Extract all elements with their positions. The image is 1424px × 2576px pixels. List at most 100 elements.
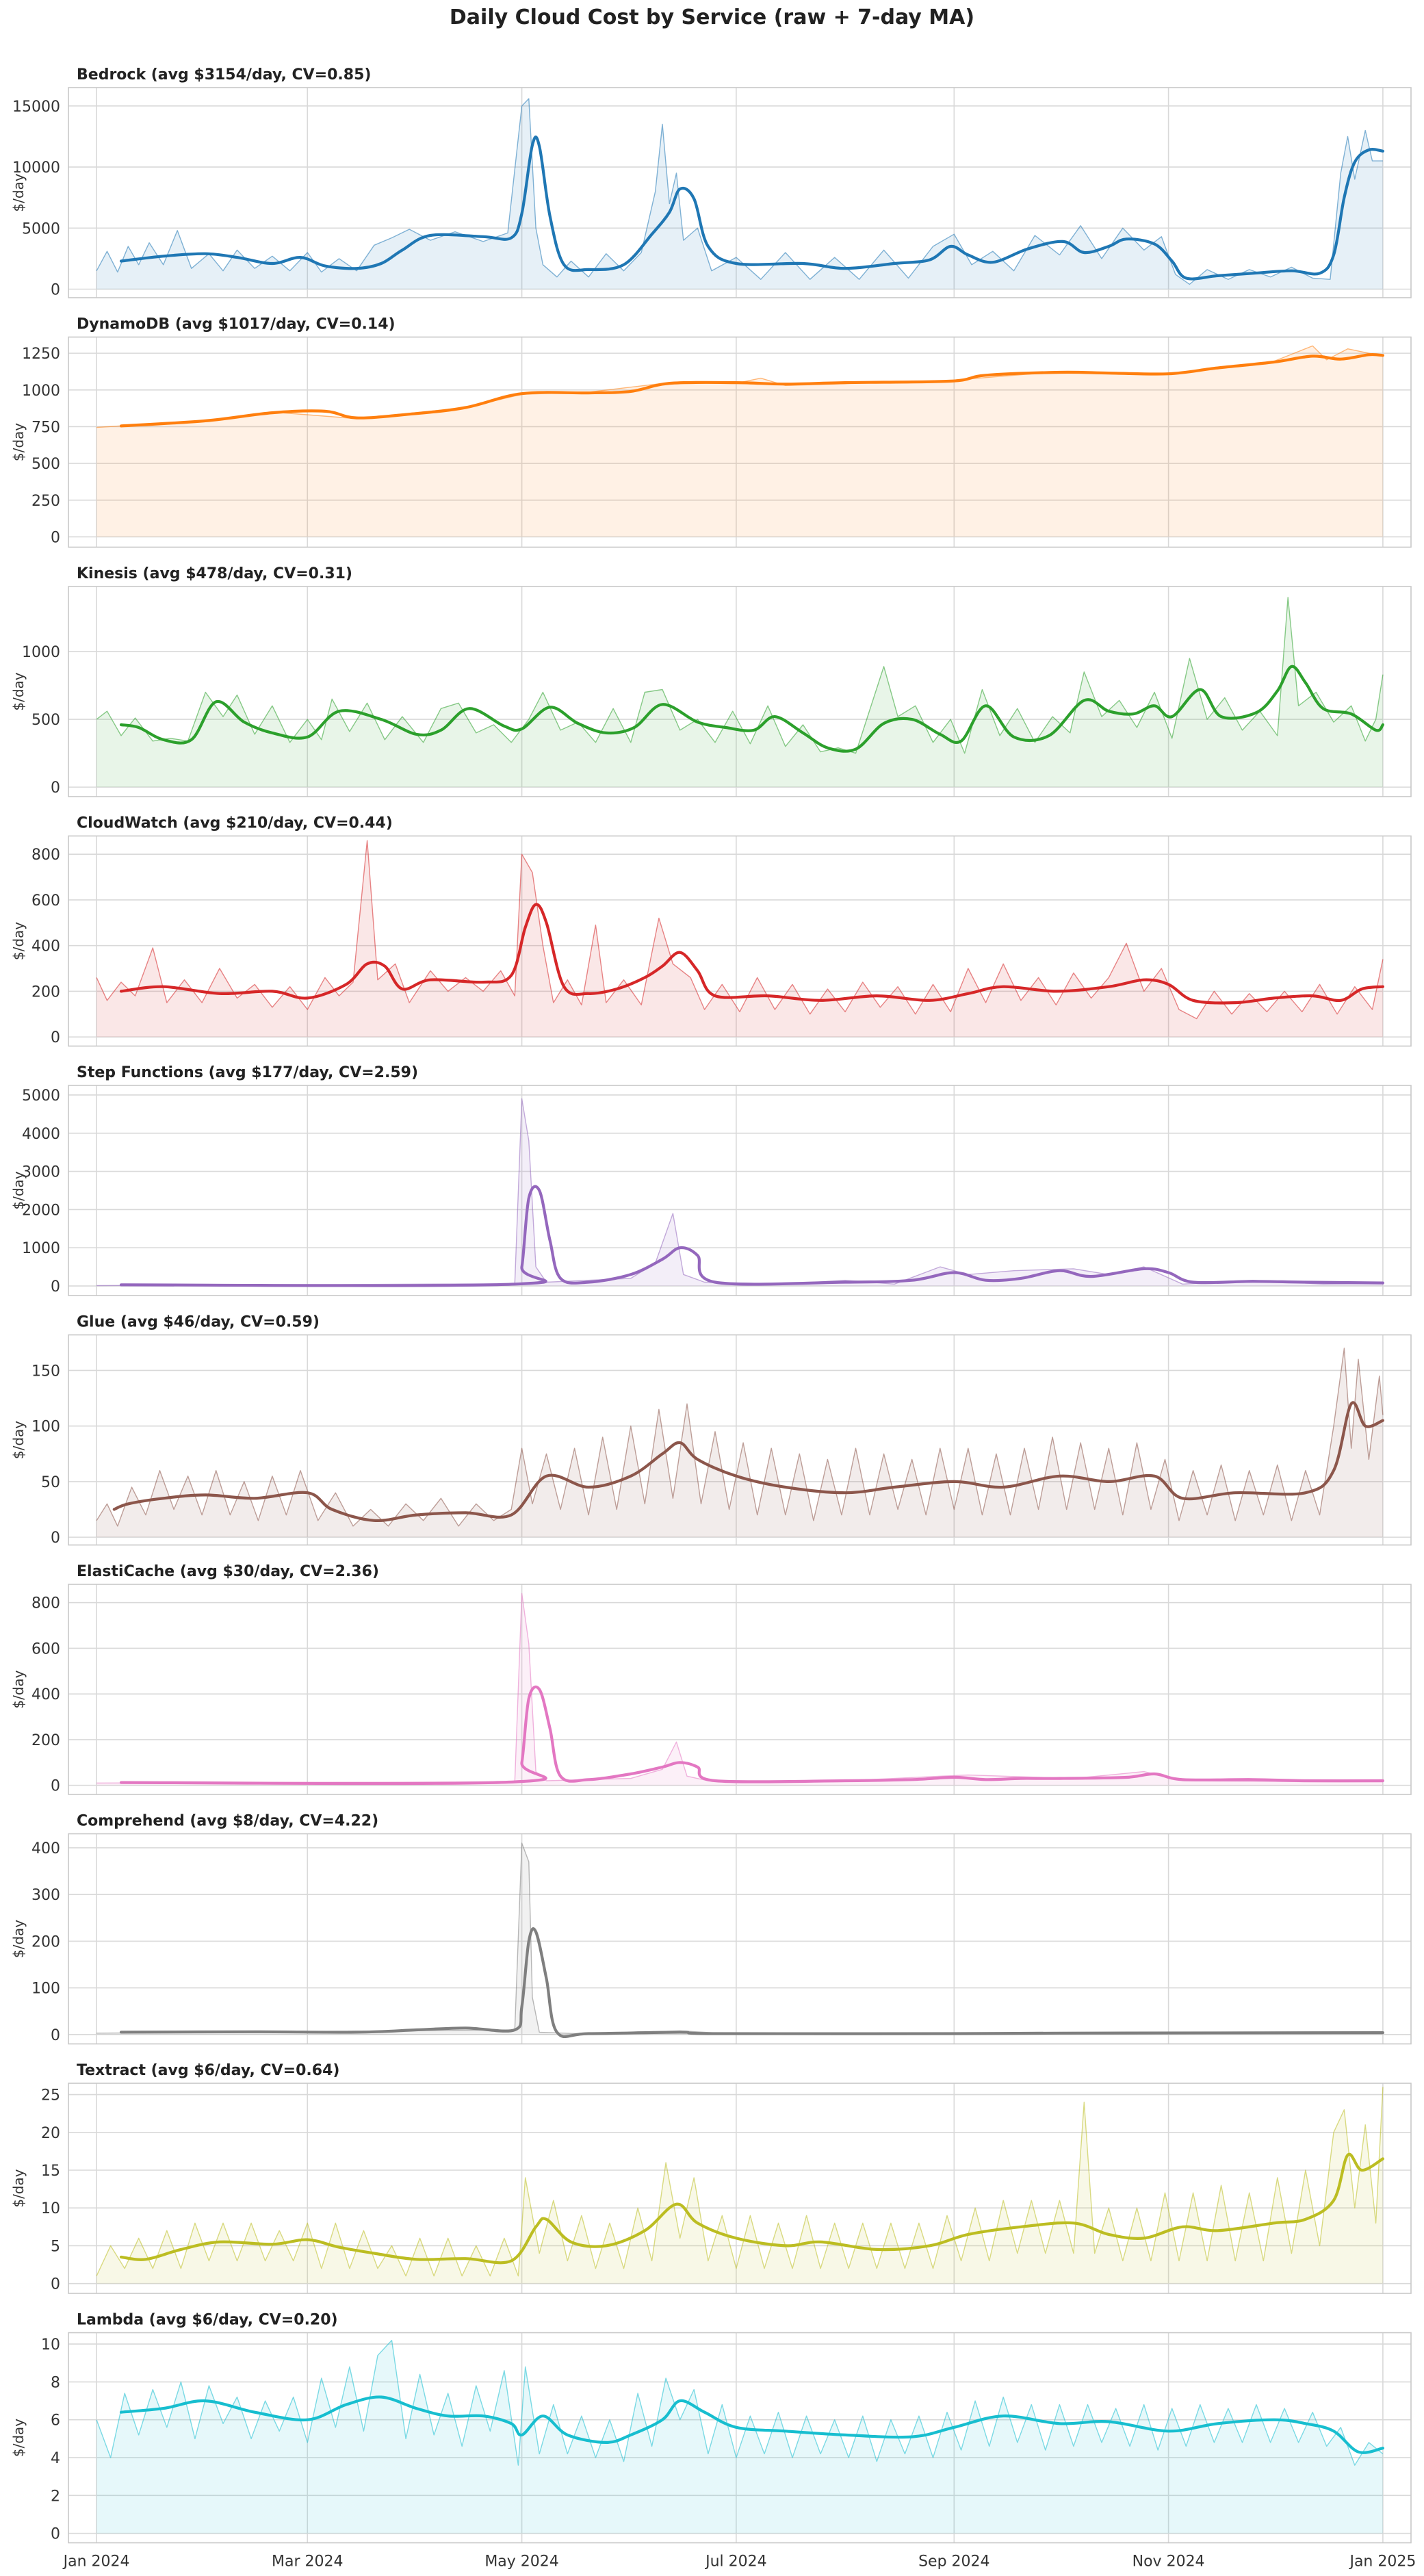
plot-background <box>68 1833 1411 2044</box>
y-tick-label: 0 <box>51 2526 60 2543</box>
y-tick-label: 6 <box>51 2412 60 2430</box>
y-axis-label: $/day <box>10 922 27 960</box>
y-tick-label: 1000 <box>22 1240 60 1257</box>
raw-series-line <box>96 98 1383 285</box>
y-tick-label: 750 <box>31 419 60 436</box>
y-tick-label: 0 <box>51 1778 60 1795</box>
y-tick-label: 600 <box>31 1640 60 1658</box>
area-fill <box>96 2340 1383 2534</box>
panel-1: 0 5000 10000 15000 Bedrock (avg $3154/day, C… <box>10 66 1412 299</box>
moving-average-line <box>119 352 1384 428</box>
plot-frame <box>68 2083 1412 2294</box>
area-fill <box>96 1348 1383 1538</box>
area-fill <box>96 346 1383 537</box>
y-tick-label: 600 <box>31 892 60 910</box>
plot-frame <box>68 87 1412 298</box>
raw-series-line <box>96 1348 1384 1527</box>
x-tick-label: Nov 2024 <box>1132 2553 1205 2571</box>
y-tick-label: 0 <box>51 2276 60 2293</box>
y-tick-label: 2 <box>51 2488 60 2505</box>
plot-background <box>68 587 1411 797</box>
panel-title: Kinesis (avg $478/day, CV=0.31) <box>77 565 352 582</box>
y-axis-label: $/day <box>10 423 27 461</box>
y-axis-label: $/day <box>10 1171 27 1209</box>
figure-title: Daily Cloud Cost by Service (raw + 7-day… <box>449 5 975 29</box>
y-tick-label: 5000 <box>22 1087 60 1105</box>
area-fill <box>96 597 1383 788</box>
y-axis-label: $/day <box>10 1421 27 1459</box>
y-tick-label: 800 <box>31 1595 60 1612</box>
y-tick-label: 0 <box>51 1029 60 1046</box>
y-tick-label: 25 <box>41 2087 60 2104</box>
y-tick-label: 200 <box>31 1732 60 1749</box>
plot-frame <box>68 1085 1412 1296</box>
panel-title: Textract (avg $6/day, CV=0.64) <box>77 2062 339 2079</box>
moving-average-line <box>119 136 1384 281</box>
y-tick-label: 0 <box>51 1278 60 1296</box>
raw-series-line <box>96 597 1384 754</box>
panel-title: Step Functions (avg $177/day, CV=2.59) <box>77 1064 418 1081</box>
plot-frame <box>68 1833 1412 2045</box>
panel-4: 0 200 400 600 800 CloudWatch (avg $210/day, C… <box>10 815 1412 1047</box>
moving-average-line <box>119 665 1384 753</box>
moving-average-line <box>119 2152 1384 2265</box>
plot-frame <box>68 835 1412 1047</box>
area-fill <box>96 99 1383 289</box>
panel-3: 0 500 1000 Kinesis (avg $478/day, CV=0.31) $… <box>10 565 1412 797</box>
moving-average-line <box>119 1927 1384 2039</box>
y-tick-label: 10000 <box>12 159 60 177</box>
raw-series-line <box>96 2087 1384 2277</box>
y-tick-label: 50 <box>41 1474 60 1491</box>
panel-title: Glue (avg $46/day, CV=0.59) <box>77 1314 320 1331</box>
moving-average-line <box>119 2395 1384 2454</box>
y-axis-label: $/day <box>10 2169 27 2207</box>
x-tick-label: Mar 2024 <box>272 2553 344 2571</box>
y-tick-label: 0 <box>51 780 60 797</box>
plot-background <box>68 2332 1411 2543</box>
y-tick-label: 3000 <box>22 1164 60 1181</box>
y-tick-label: 20 <box>41 2125 60 2142</box>
y-tick-label: 0 <box>51 1530 60 1547</box>
x-tick-label: Jan 2025 <box>1348 2553 1416 2571</box>
y-tick-label: 1250 <box>22 346 60 363</box>
plot-frame <box>68 586 1412 797</box>
plot-frame <box>68 1334 1412 1546</box>
y-tick-label: 1000 <box>22 383 60 400</box>
y-tick-label: 200 <box>31 1933 60 1950</box>
y-tick-label: 100 <box>31 1981 60 1998</box>
panel-title: ElastiCache (avg $30/day, CV=2.36) <box>77 1563 379 1580</box>
y-tick-label: 0 <box>51 529 60 546</box>
area-fill <box>96 2087 1383 2284</box>
y-axis-label: $/day <box>10 672 27 710</box>
y-tick-label: 300 <box>31 1887 60 1904</box>
y-axis-label: $/day <box>10 1920 27 1958</box>
y-tick-label: 0 <box>51 282 60 299</box>
raw-series-line <box>96 2339 1384 2466</box>
y-tick-label: 4 <box>51 2450 60 2467</box>
y-axis-label: $/day <box>10 2419 27 2457</box>
y-tick-label: 250 <box>31 493 60 510</box>
moving-average-line <box>119 903 1384 1005</box>
y-tick-label: 10 <box>41 2336 60 2354</box>
panel-title: Bedrock (avg $3154/day, CV=0.85) <box>77 66 371 83</box>
x-tick-label: Jan 2024 <box>62 2553 130 2571</box>
y-tick-label: 1000 <box>22 644 60 661</box>
area-fill <box>96 840 1383 1038</box>
y-tick-label: 150 <box>31 1363 60 1380</box>
raw-series-line <box>96 1593 1383 1783</box>
y-tick-label: 0 <box>51 2027 60 2044</box>
panel-title: Comprehend (avg $8/day, CV=4.22) <box>77 1813 378 1830</box>
y-tick-label: 400 <box>31 1840 60 1857</box>
y-tick-label: 15 <box>41 2163 60 2180</box>
y-tick-label: 5 <box>51 2238 60 2255</box>
plot-background <box>68 1335 1411 1545</box>
panel-9: 0 5 10 15 20 25 Textract (avg $6/day, CV=0.64)… <box>10 2062 1412 2294</box>
x-tick-label: Jul 2024 <box>704 2553 767 2571</box>
y-tick-label: 400 <box>31 1686 60 1703</box>
y-tick-label: 800 <box>31 847 60 864</box>
panel-6: 0 50 100 150 Glue (avg $46/day, CV=0.59) $/da… <box>10 1314 1412 1547</box>
y-tick-label: 8 <box>51 2374 60 2391</box>
moving-average-line <box>112 1401 1384 1522</box>
panel-5: 0 1000 2000 3000 4000 5000 Step Functions (avg… <box>10 1064 1412 1296</box>
panel-title: Lambda (avg $6/day, CV=0.20) <box>77 2312 338 2329</box>
